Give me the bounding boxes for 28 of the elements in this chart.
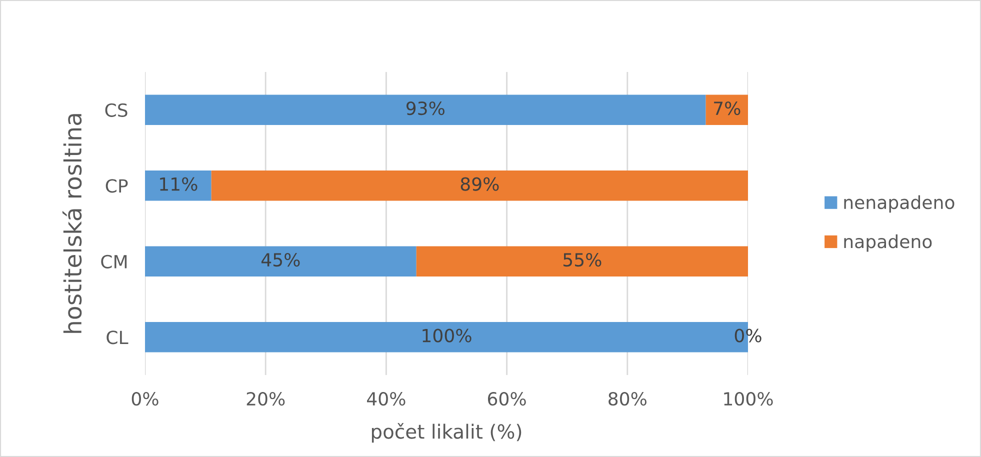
y-axis-title: hostitelská rosltina bbox=[62, 114, 82, 333]
data-label: 89% bbox=[460, 177, 499, 191]
x-axis-title: počet likalit (%) bbox=[372, 423, 522, 443]
legend-label: nenapadeno bbox=[844, 195, 954, 213]
x-tick-label: 60% bbox=[488, 392, 526, 406]
legend-label: napadeno bbox=[844, 234, 932, 252]
data-label: 55% bbox=[564, 252, 602, 267]
data-label: 100% bbox=[422, 328, 472, 342]
x-tick-label: 40% bbox=[367, 392, 406, 406]
bar bbox=[145, 246, 416, 277]
x-tick-label: 0% bbox=[132, 392, 158, 406]
bar bbox=[211, 170, 748, 201]
data-label: 11% bbox=[160, 177, 198, 191]
x-tick-label: 80% bbox=[608, 392, 646, 406]
y-tick-label: CS bbox=[105, 103, 128, 117]
x-tick-label: 20% bbox=[246, 392, 285, 406]
y-tick-label: CL bbox=[106, 330, 128, 344]
bar bbox=[416, 246, 748, 277]
y-tick-label: CM bbox=[101, 254, 127, 268]
bar bbox=[145, 170, 212, 201]
data-label: 93% bbox=[406, 101, 444, 116]
data-label: 7% bbox=[714, 101, 740, 116]
data-label: 45% bbox=[261, 252, 300, 267]
bar bbox=[145, 94, 706, 126]
data-label: 0% bbox=[734, 328, 762, 342]
y-tick-label: CP bbox=[106, 179, 128, 193]
bar bbox=[706, 94, 748, 126]
x-tick-label: 100% bbox=[724, 392, 773, 406]
